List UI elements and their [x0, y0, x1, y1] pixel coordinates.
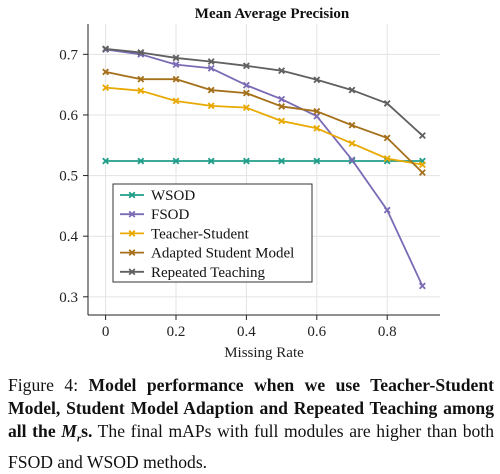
- x-tick-label: 0.6: [307, 324, 326, 340]
- data-point: [313, 76, 321, 84]
- legend-label: Repeated Teaching: [151, 265, 266, 281]
- line-chart: 0 0.2 0.4 0.6 0.8 0.3 0.4 0.5 0.6 0.7 Mean Average…: [59, 6, 440, 360]
- x-tick-label: 0.8: [378, 324, 397, 340]
- data-point: [383, 99, 391, 107]
- y-tick-label: 0.5: [59, 169, 78, 185]
- chart-area: 0 0.2 0.4 0.6 0.8 0.3 0.4 0.5 0.6 0.7 Mean Average…: [59, 6, 440, 360]
- series-line-4: [105, 47, 424, 137]
- data-point: [102, 84, 110, 92]
- data-point: [418, 161, 426, 169]
- data-point: [383, 206, 391, 214]
- data-point: [242, 89, 250, 97]
- data-point: [242, 104, 250, 112]
- y-tick-label: 0.3: [59, 290, 78, 306]
- caption-bold: Model performance when we use Teacher-St…: [8, 375, 494, 445]
- data-point: [137, 157, 145, 165]
- legend-label: Teacher-Student: [151, 226, 250, 242]
- data-point: [348, 156, 356, 164]
- data-point: [278, 67, 286, 75]
- data-point: [172, 61, 180, 69]
- data-point: [137, 49, 145, 56]
- series-line-3: [105, 71, 424, 174]
- data-point: [137, 75, 145, 83]
- x-tick-label: 0.4: [237, 324, 256, 340]
- caption-bold-suffix: s.: [81, 421, 93, 441]
- y-tick-label: 0.4: [59, 229, 78, 245]
- chart-title: Mean Average Precision: [195, 6, 350, 22]
- y-tick-label: 0.6: [59, 108, 78, 124]
- data-point: [172, 97, 180, 105]
- data-point: [172, 54, 180, 62]
- legend-label: FSOD: [151, 207, 190, 223]
- data-point: [137, 87, 145, 95]
- legend-marker: [128, 191, 136, 199]
- series-line-2: [105, 86, 423, 166]
- legend-marker: [128, 210, 136, 218]
- legend-marker: [128, 268, 136, 276]
- x-tick-label: 0.2: [167, 324, 186, 340]
- legend-marker: [128, 249, 136, 257]
- data-point: [207, 86, 215, 94]
- data-point: [278, 95, 286, 103]
- legend-label: WSOD: [151, 188, 195, 204]
- data-point: [418, 282, 426, 290]
- caption-math-m: M: [61, 421, 77, 441]
- caption-prefix: Figure 4:: [8, 375, 89, 395]
- data-point: [418, 169, 426, 176]
- data-point: [278, 103, 286, 110]
- data-point: [172, 157, 180, 165]
- data-point: [348, 86, 356, 94]
- data-point: [313, 124, 321, 132]
- legend-box: [112, 183, 313, 283]
- data-point: [242, 62, 250, 70]
- x-axis-label: Missing Rate: [224, 345, 304, 360]
- data-point: [278, 117, 286, 125]
- data-point: [313, 157, 321, 165]
- data-point: [348, 139, 356, 147]
- data-point: [278, 157, 286, 165]
- data-point: [348, 121, 356, 129]
- caption-bold-text: Model performance when we use Teacher-St…: [8, 375, 494, 441]
- data-point: [207, 58, 215, 66]
- data-point: [242, 81, 250, 89]
- data-point: [207, 64, 215, 72]
- data-point: [383, 134, 391, 142]
- y-tick-label: 0.7: [59, 47, 78, 63]
- data-point: [383, 155, 391, 163]
- data-point: [242, 157, 250, 165]
- data-point: [313, 107, 321, 115]
- data-point: [102, 157, 110, 165]
- data-point: [172, 75, 180, 83]
- series-line-1: [105, 48, 424, 287]
- legend-marker: [128, 229, 136, 237]
- x-tick-label: 0: [102, 324, 110, 340]
- legend-label: Adapted Student Model: [151, 246, 294, 262]
- data-point: [102, 68, 110, 76]
- caption-math-r: r: [76, 432, 82, 445]
- data-point: [207, 102, 215, 110]
- data-point: [102, 45, 110, 53]
- data-point: [418, 132, 426, 139]
- figure-caption: Figure 4: Model performance when we use …: [8, 374, 494, 474]
- data-point: [207, 157, 215, 165]
